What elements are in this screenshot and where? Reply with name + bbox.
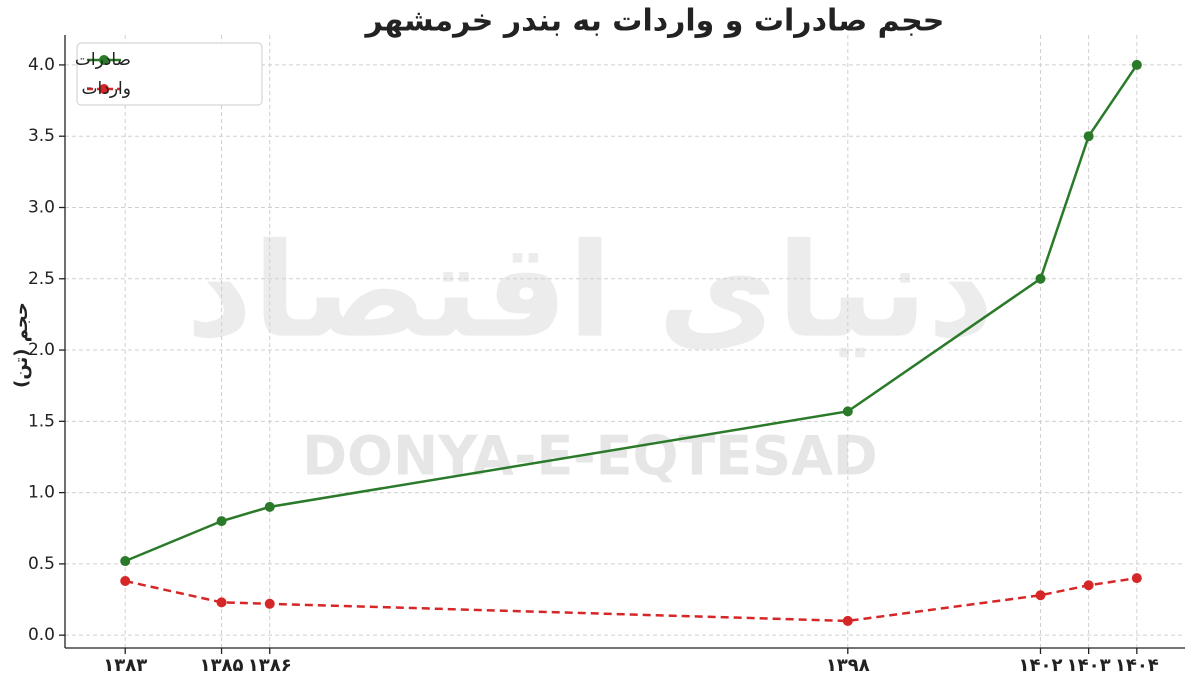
watermark-logo: دنیای اقتصاد <box>186 215 994 367</box>
x-tick-label: ۱۳۸۵ <box>200 655 244 676</box>
y-tick-label: 3.5 <box>28 126 55 146</box>
legend: صادرات واردات <box>75 42 263 106</box>
point <box>842 615 853 626</box>
point <box>1083 580 1094 591</box>
legend-marker <box>99 55 109 65</box>
point <box>216 597 227 608</box>
x-tick-label: ۱۳۸۶ <box>248 655 292 676</box>
x-tick-label: ۱۳۸۳ <box>103 655 147 676</box>
point <box>216 516 227 527</box>
point <box>842 406 853 417</box>
y-tick-label: 2.5 <box>28 269 55 289</box>
point <box>264 501 275 512</box>
y-tick-label: 1.5 <box>28 411 55 431</box>
point <box>120 575 131 586</box>
x-tick-label: ۱۴۰۳ <box>1067 655 1111 676</box>
point <box>1035 590 1046 601</box>
y-tick-label: 1.0 <box>28 483 55 503</box>
point <box>264 598 275 609</box>
x-tick-label: ۱۳۹۸ <box>826 655 870 676</box>
x-tick-label: ۱۴۰۲ <box>1019 655 1063 676</box>
x-tick-label: ۱۴۰۴ <box>1115 655 1159 676</box>
y-tick-label: 0.5 <box>28 554 55 574</box>
legend-label: صادرات <box>75 50 131 70</box>
point <box>1083 131 1094 142</box>
point <box>1035 273 1046 284</box>
series-line <box>124 576 1138 623</box>
legend-label: واردات <box>82 79 131 99</box>
legend-marker <box>99 84 109 94</box>
y-tick-label: 2.0 <box>28 340 55 360</box>
point <box>1131 573 1142 584</box>
y-tick-label: 0.0 <box>28 625 55 645</box>
watermark: DONYA-E-EQTESAD <box>302 425 877 488</box>
point <box>120 556 131 567</box>
y-tick-label: 3.0 <box>28 197 55 217</box>
y-tick-label: 4.0 <box>28 55 55 75</box>
point <box>1131 59 1142 70</box>
legend-box <box>76 42 263 106</box>
y-axis-label: حجم (تن) <box>11 302 32 388</box>
chart-title: حجم صادرات و واردات به بندر خرمشهر <box>364 4 945 39</box>
